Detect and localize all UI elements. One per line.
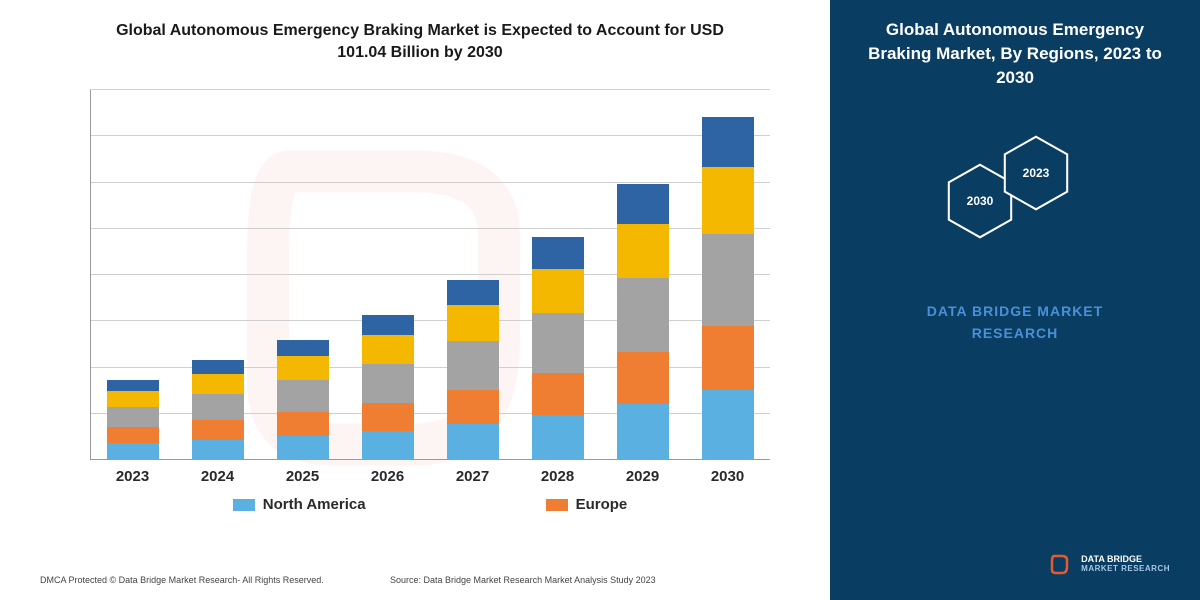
bar-segment-gray (532, 313, 584, 373)
bar-segment-light_blue (362, 431, 414, 460)
bar-segment-gold (702, 167, 754, 234)
bar (447, 280, 499, 460)
logo-mark-icon (1049, 552, 1073, 576)
bar-segment-gray (277, 380, 329, 412)
x-axis-label: 2027 (447, 468, 499, 485)
bar-segment-light_blue (447, 424, 499, 460)
bar-segment-dark_blue (362, 315, 414, 335)
legend-label: North America (263, 496, 366, 513)
bar-segment-dark_blue (107, 380, 159, 391)
bar-segment-gray (107, 407, 159, 427)
bar-segment-gold (192, 374, 244, 394)
legend-swatch (233, 499, 255, 511)
brand-line-2: RESEARCH (972, 325, 1059, 341)
bar (277, 340, 329, 460)
bar-segment-gold (107, 391, 159, 407)
bar-segment-orange (617, 352, 669, 404)
bar-segment-dark_blue (277, 340, 329, 356)
company-logo: DATA BRIDGE MARKET RESEARCH (1049, 552, 1170, 576)
legend-item: Europe (546, 496, 628, 513)
right-panel-title: Global Autonomous Emergency Braking Mark… (830, 18, 1200, 89)
legend-item: North America (233, 496, 366, 513)
bar-segment-orange (447, 390, 499, 424)
hexagon-graphic: 20302023 (830, 130, 1200, 260)
bar (617, 184, 669, 460)
bar-segment-light_blue (192, 440, 244, 460)
bar (702, 117, 754, 460)
bar (532, 237, 584, 460)
bar (192, 360, 244, 460)
bar-segment-gold (277, 356, 329, 380)
x-axis-labels: 2023 2024 2025 2026 2027 2028 2029 2030 (90, 468, 770, 485)
right-panel: Global Autonomous Emergency Braking Mark… (830, 0, 1200, 600)
bar-segment-orange (277, 412, 329, 436)
bar-segment-gray (702, 234, 754, 326)
hexagon-badge: 2023 (1002, 134, 1070, 212)
bar-segment-gold (447, 305, 499, 341)
x-axis-label: 2029 (617, 468, 669, 485)
x-axis-label: 2028 (532, 468, 584, 485)
footer-copyright: DMCA Protected © Data Bridge Market Rese… (40, 575, 324, 585)
bar (362, 315, 414, 460)
bar-segment-gray (362, 364, 414, 403)
brand-name: DATA BRIDGE MARKET RESEARCH (830, 300, 1200, 345)
chart-area (90, 90, 770, 460)
hexagon-label: 2023 (1002, 166, 1070, 180)
chart-title: Global Autonomous Emergency Braking Mark… (100, 20, 740, 65)
left-panel: Global Autonomous Emergency Braking Mark… (0, 0, 830, 600)
brand-line-1: DATA BRIDGE MARKET (927, 303, 1103, 319)
bar-segment-light_blue (702, 390, 754, 460)
chart-legend: North America Europe (90, 496, 770, 513)
bar-segment-gray (192, 394, 244, 420)
logo-name-line2: MARKET RESEARCH (1081, 565, 1170, 574)
bar (107, 380, 159, 460)
bar-segment-dark_blue (447, 280, 499, 305)
x-axis-label: 2025 (277, 468, 329, 485)
bar-segment-orange (532, 373, 584, 415)
bar-segment-gold (532, 269, 584, 313)
bar-segment-gold (617, 224, 669, 278)
bar-segment-light_blue (107, 443, 159, 460)
bar-segment-dark_blue (617, 184, 669, 224)
bar-segment-dark_blue (702, 117, 754, 167)
bar-segment-orange (192, 420, 244, 440)
bar-segment-orange (107, 427, 159, 443)
x-axis-label: 2024 (192, 468, 244, 485)
bar-segment-light_blue (532, 415, 584, 460)
x-axis-label: 2030 (702, 468, 754, 485)
bar-segment-gray (447, 341, 499, 390)
bar-segment-dark_blue (192, 360, 244, 374)
bar-segment-gold (362, 335, 414, 364)
legend-swatch (546, 499, 568, 511)
footer-source: Source: Data Bridge Market Research Mark… (390, 575, 656, 585)
bar-segment-orange (702, 326, 754, 390)
bar-segment-light_blue (617, 404, 669, 460)
x-axis-label: 2026 (362, 468, 414, 485)
bar-segment-gray (617, 278, 669, 352)
bar-segment-orange (362, 403, 414, 431)
logo-text: DATA BRIDGE MARKET RESEARCH (1081, 555, 1170, 574)
bars-container (90, 90, 770, 460)
bar-segment-light_blue (277, 436, 329, 460)
bar-segment-dark_blue (532, 237, 584, 269)
x-axis-label: 2023 (107, 468, 159, 485)
legend-label: Europe (576, 496, 628, 513)
